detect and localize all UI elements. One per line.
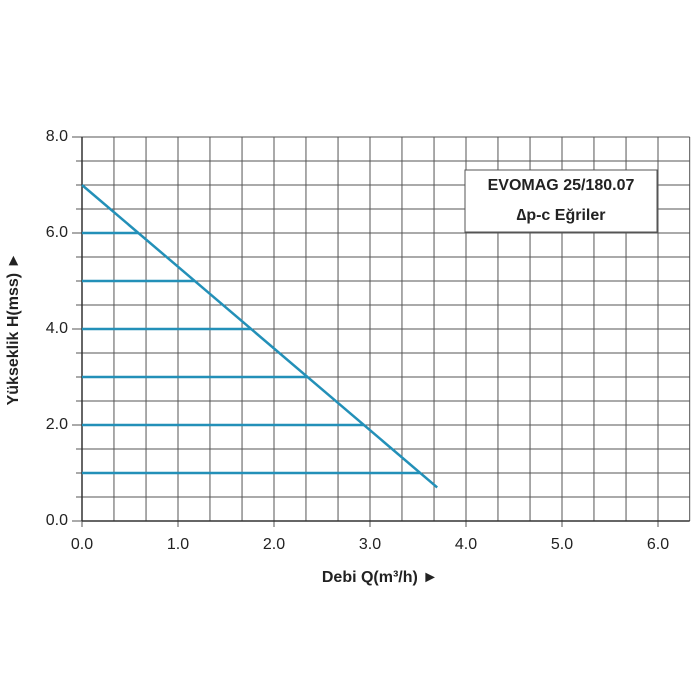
- x-tick-label: 5.0: [551, 536, 573, 553]
- y-tick-label: 8.0: [46, 128, 68, 145]
- y-tick-label: 6.0: [46, 224, 68, 241]
- chart-subtitle: ∆p-c Eğriler: [517, 207, 606, 224]
- x-tick-label: 4.0: [455, 536, 477, 553]
- x-tick-label: 0.0: [71, 536, 93, 553]
- x-axis-label: Debi Q(m³/h) ►: [322, 569, 438, 586]
- chart-title: EVOMAG 25/180.07: [488, 177, 635, 194]
- y-tick-label: 4.0: [46, 320, 68, 337]
- y-tick-label: 0.0: [46, 512, 68, 529]
- x-tick-label: 6.0: [647, 536, 669, 553]
- curve: [81, 184, 439, 489]
- y-axis-label: Yükseklik H(mss) ►: [5, 253, 22, 406]
- x-tick-label: 2.0: [263, 536, 285, 553]
- annotation-box: [464, 169, 658, 233]
- y-tick-label: 2.0: [46, 416, 68, 433]
- x-tick-label: 3.0: [359, 536, 381, 553]
- x-tick-label: 1.0: [167, 536, 189, 553]
